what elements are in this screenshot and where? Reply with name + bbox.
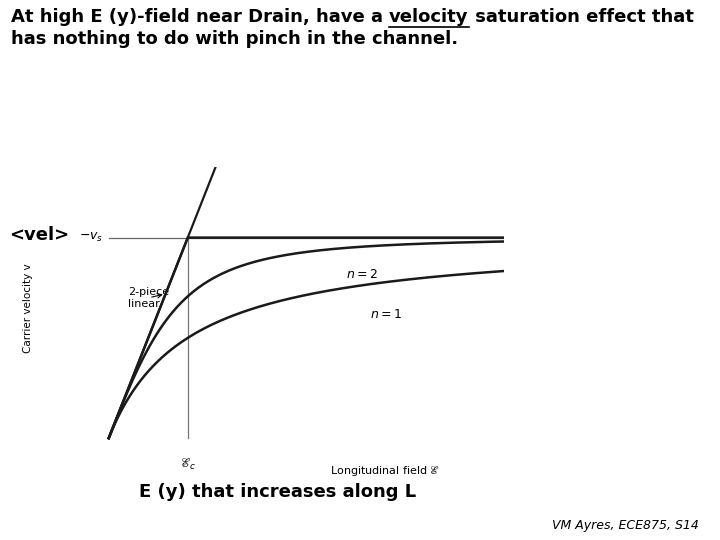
Text: At high E (y)-field near Drain, have a: At high E (y)-field near Drain, have a <box>11 8 389 26</box>
Text: $\mathscr{E}_c$: $\mathscr{E}_c$ <box>180 456 196 472</box>
Text: VM Ayres, ECE875, S14: VM Ayres, ECE875, S14 <box>552 519 698 532</box>
Text: <vel>: <vel> <box>9 226 69 244</box>
Text: $n = 2$: $n = 2$ <box>346 268 378 281</box>
Text: saturation effect that: saturation effect that <box>469 8 693 26</box>
Text: Longitudinal field $\mathscr{E}$: Longitudinal field $\mathscr{E}$ <box>330 464 441 478</box>
Text: 2-piece
linear: 2-piece linear <box>128 287 170 308</box>
Text: At high E (y)-field near Drain, have a velocity: At high E (y)-field near Drain, have a v… <box>0 539 1 540</box>
Text: $- v_s$: $- v_s$ <box>79 231 104 244</box>
Text: has nothing to do with pinch in the channel.: has nothing to do with pinch in the chan… <box>11 30 458 48</box>
Text: Carrier velocity v: Carrier velocity v <box>23 263 33 353</box>
Text: E (y) that increases along L: E (y) that increases along L <box>139 483 415 501</box>
Text: $n = 1$: $n = 1$ <box>369 308 402 321</box>
Text: Constant mobility: Constant mobility <box>0 539 1 540</box>
Text: velocity: velocity <box>389 8 469 26</box>
